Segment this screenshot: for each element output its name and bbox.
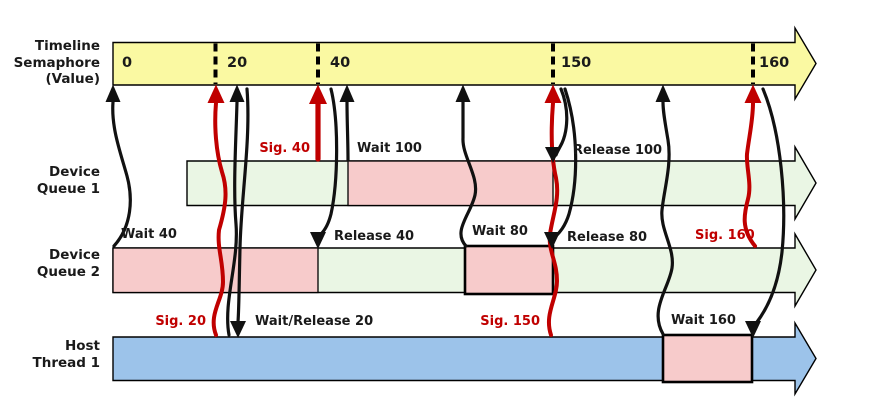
sig-150-label: Sig. 150 [480, 314, 540, 329]
queue2-wait80-box [463, 244, 555, 296]
host-row-label: Host Thread 1 [32, 338, 101, 371]
wait-80-label: Wait 80 [472, 224, 528, 239]
wait-20-arrow [226, 100, 239, 337]
release-40-label: Release 40 [334, 229, 415, 244]
wait-100-label: Wait 100 [357, 141, 422, 156]
sig-150-arrow [546, 101, 560, 337]
queue2-row-label: Device Queue 2 [36, 247, 100, 280]
release-160-arrowhead [745, 321, 761, 338]
sig-160-arrow [742, 101, 757, 248]
sig-150-arrowhead [544, 84, 562, 103]
sig-160-arrowhead [744, 84, 762, 103]
queue1-blocked-segment [347, 160, 554, 207]
semaphore-value-150: 150 [561, 55, 592, 71]
wait-100-arrow [345, 100, 350, 162]
host-wait160-box [661, 333, 754, 384]
semaphore-bar [112, 25, 817, 102]
wait-160-label: Wait 160 [671, 313, 736, 328]
wait-80-arrow [459, 100, 478, 248]
release-160-arrow [755, 87, 786, 324]
wait-20-arrowhead [229, 84, 245, 102]
semaphore-value-0: 0 [122, 55, 133, 71]
sig-40-arrowhead [309, 84, 327, 104]
release-80-arrow [554, 87, 578, 238]
wait-160-arrow [656, 100, 674, 336]
release-100-label: Release 100 [573, 143, 663, 158]
wait-160-arrowhead [655, 84, 671, 102]
queue1-row-label: Device Queue 1 [36, 164, 100, 197]
wait-100-arrowhead [339, 84, 355, 102]
host-bar [112, 320, 817, 397]
wait-40-arrowhead [105, 84, 121, 102]
wait-release-20-label: Wait/Release 20 [255, 314, 374, 329]
release-100-arrowhead [545, 147, 561, 163]
sig-40-label: Sig. 40 [259, 141, 310, 156]
semaphore-row-label: Timeline Semaphore (Value) [13, 38, 100, 87]
wait-40-arrow [111, 100, 132, 248]
release-20-arrow [236, 87, 250, 324]
wait-80-arrowhead [455, 84, 471, 102]
release-40-arrowhead [310, 232, 326, 249]
sig-20-arrowhead [207, 84, 225, 103]
wait-40-label: Wait 40 [121, 227, 177, 242]
release-80-label: Release 80 [567, 230, 648, 245]
semaphore-value-160: 160 [759, 55, 790, 71]
sig-20-label: Sig. 20 [155, 314, 206, 329]
release-20-arrowhead [230, 321, 246, 338]
release-80-arrowhead [544, 232, 560, 249]
semaphore-value-20: 20 [227, 55, 248, 71]
sig-20-arrow [211, 101, 228, 337]
sig-160-label: Sig. 160 [695, 228, 755, 243]
release-40-arrow [319, 87, 339, 236]
semaphore-value-40: 40 [330, 55, 351, 71]
queue2-blocked-segment [112, 247, 319, 294]
